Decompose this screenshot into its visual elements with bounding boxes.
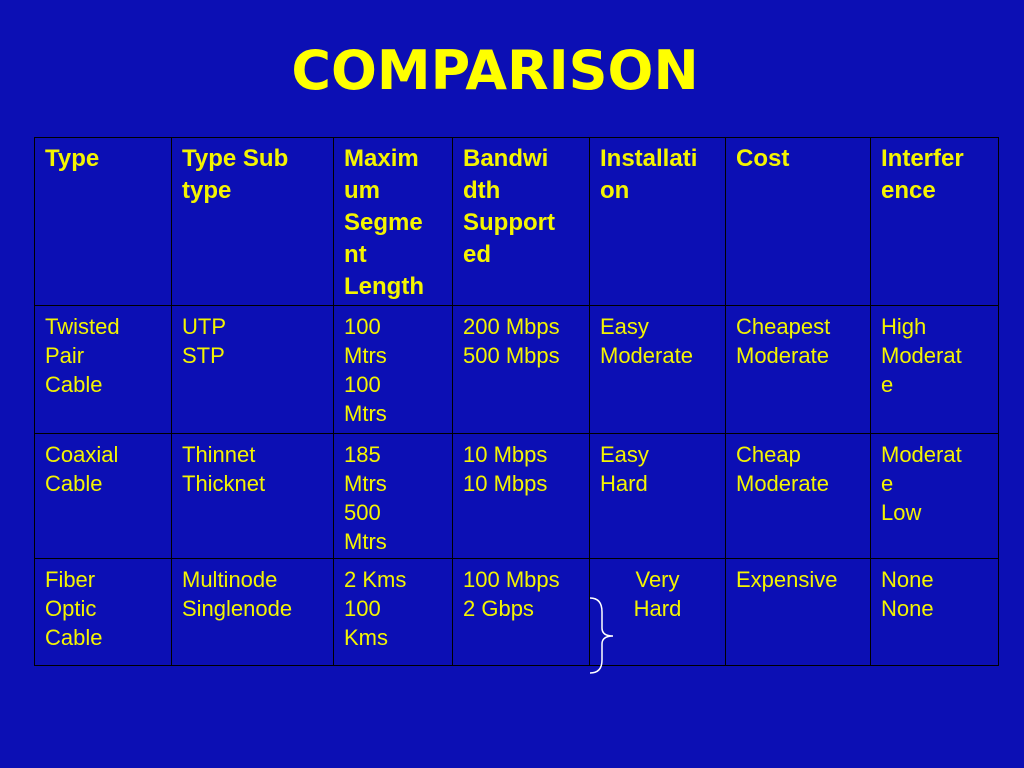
cell-line: 200 Mbps <box>463 314 560 339</box>
table-cell: 100 Mbps 2 Gbps <box>452 558 590 666</box>
cell-line: Kms <box>344 625 388 650</box>
cell-line: Mtrs <box>344 401 387 426</box>
cell-line: Hard <box>633 596 682 621</box>
cell-line: Mtrs <box>344 529 387 554</box>
cell-line: on <box>600 177 630 204</box>
table-cell: Cheap Moderate <box>725 433 871 559</box>
cell-line: Hard <box>600 471 648 496</box>
table-cell: Coaxial Cable <box>34 433 172 559</box>
cell-line: Moderate <box>600 343 693 368</box>
cell-line: 10 Mbps <box>463 471 548 496</box>
header-cell: Installati on <box>589 137 726 306</box>
cell-line: Type Sub <box>182 145 289 172</box>
cell-line: Cost <box>736 145 790 172</box>
table-cell: Very Hard <box>589 558 726 666</box>
cell-line: Fiber <box>45 567 96 592</box>
header-cell: Interfer ence <box>870 137 999 306</box>
cell-line: None <box>881 567 934 592</box>
cell-line: Easy <box>600 314 649 339</box>
cell-line: Twisted <box>45 314 120 339</box>
cell-line: Interfer <box>881 145 964 172</box>
cell-line: 2 Gbps <box>463 596 534 621</box>
table-cell: 100 Mtrs 100 Mtrs <box>333 305 453 434</box>
cell-line: Mtrs <box>344 471 387 496</box>
table-cell: Moderat e Low <box>870 433 999 559</box>
cell-line: 10 Mbps <box>463 442 548 467</box>
cell-line: Moderate <box>736 471 829 496</box>
header-cell: Cost <box>725 137 871 306</box>
cell-line: Cable <box>45 625 103 650</box>
cell-line: 100 <box>344 596 381 621</box>
cell-line: 185 <box>344 442 381 467</box>
cell-line: Cheap <box>736 442 801 467</box>
cell-line: Low <box>881 500 922 525</box>
cell-line: Multinode <box>182 567 278 592</box>
table-cell: 2 Kms 100 Kms <box>333 558 453 666</box>
cell-line: Maxim <box>344 145 419 172</box>
cell-line: Support <box>463 209 555 236</box>
slide-title: COMPARISON <box>291 39 699 102</box>
cell-line: ence <box>881 177 936 204</box>
cell-line: 2 Kms <box>344 567 407 592</box>
cell-line: STP <box>182 343 225 368</box>
cell-line: Type <box>45 145 100 172</box>
cell-line: ed <box>463 241 492 268</box>
cell-line: type <box>182 177 232 204</box>
table-cell: Thinnet Thicknet <box>171 433 334 559</box>
cell-line: Moderat <box>881 343 962 368</box>
cell-line: Length <box>344 273 424 300</box>
table-cell: Expensive <box>725 558 871 666</box>
header-cell: Type Sub type <box>171 137 334 306</box>
cell-line: Cable <box>45 471 103 496</box>
cell-line: dth <box>463 177 501 204</box>
cell-line: e <box>881 372 894 397</box>
cell-line: Easy <box>600 442 649 467</box>
cell-line: Moderat <box>881 442 962 467</box>
cell-line: 100 <box>344 314 381 339</box>
table-cell: Fiber Optic Cable <box>34 558 172 666</box>
cell-line: Pair <box>45 343 85 368</box>
cell-line: Bandwi <box>463 145 549 172</box>
cell-line: Optic <box>45 596 97 621</box>
cell-line: nt <box>344 241 367 268</box>
cell-line: Cable <box>45 372 103 397</box>
header-cell: Maxim um Segme nt Length <box>333 137 453 306</box>
cell-line: Installati <box>600 145 698 172</box>
table-cell: Multinode Singlenode <box>171 558 334 666</box>
cell-line: Mtrs <box>344 343 387 368</box>
cell-line: Cheapest <box>736 314 831 339</box>
cell-line: e <box>881 471 894 496</box>
cell-line: Thinnet <box>182 442 256 467</box>
brace <box>589 597 614 674</box>
cell-line: um <box>344 177 380 204</box>
table-cell: Twisted Pair Cable <box>34 305 172 434</box>
cell-line: Thicknet <box>182 471 266 496</box>
cell-line: 100 Mbps <box>463 567 560 592</box>
cell-line: None <box>881 596 934 621</box>
cell-line: Very <box>635 567 680 592</box>
cell-line: 500 <box>344 500 381 525</box>
cell-line: Coaxial <box>45 442 119 467</box>
table-cell: Easy Moderate <box>589 305 726 434</box>
cell-line: High <box>881 314 927 339</box>
cell-line: UTP <box>182 314 226 339</box>
table-cell: 185 Mtrs 500 Mtrs <box>333 433 453 559</box>
cell-line: Singlenode <box>182 596 293 621</box>
cell-line: 500 Mbps <box>463 343 560 368</box>
cell-line: Moderate <box>736 343 829 368</box>
cell-line: Expensive <box>736 567 838 592</box>
cell-line: Segme <box>344 209 423 236</box>
cell-line: 100 <box>344 372 381 397</box>
table-cell: None None <box>870 558 999 666</box>
